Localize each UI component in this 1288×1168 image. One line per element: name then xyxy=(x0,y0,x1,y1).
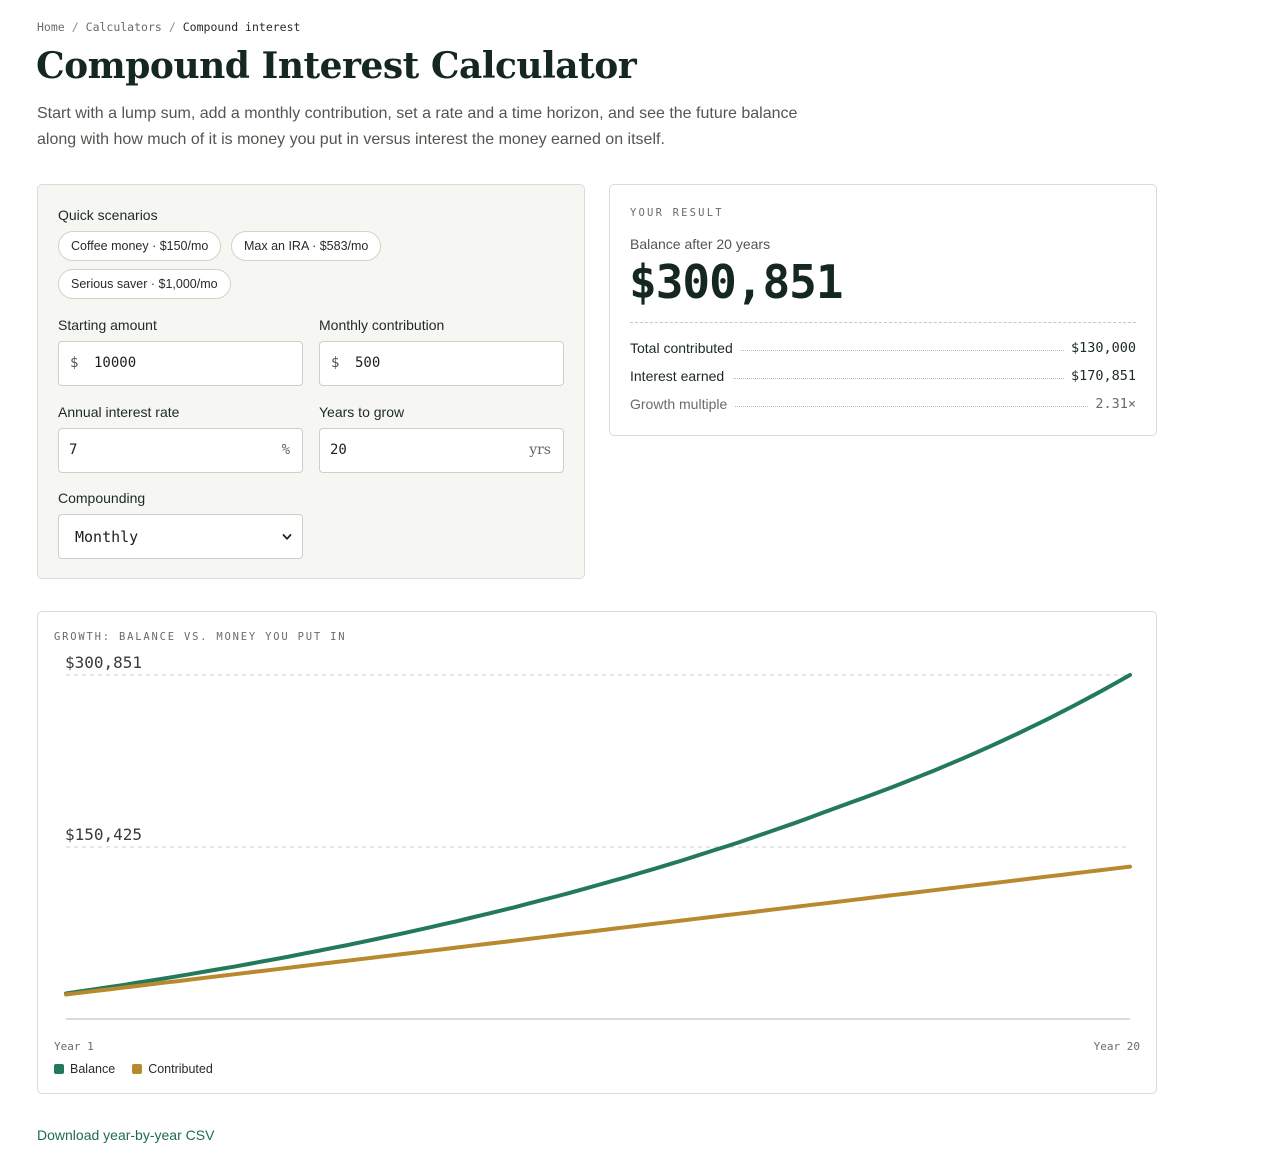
starting-amount-label: Starting amount xyxy=(58,317,157,333)
legend-item-balance: Balance xyxy=(54,1062,115,1076)
chart-title: GROWTH: BALANCE VS. MONEY YOU PUT IN xyxy=(54,631,347,643)
legend-swatch-contributed xyxy=(132,1064,143,1074)
result-row-growth-multiple: Growth multiple 2.31× xyxy=(630,396,1136,416)
interest-rate-value: 7 xyxy=(69,442,78,458)
compounding-label: Compounding xyxy=(58,490,146,506)
dollar-prefix: $ xyxy=(70,355,79,371)
page-title: Compound Interest Calculator xyxy=(36,45,637,87)
breadcrumb-separator: / xyxy=(71,20,79,34)
result-row-value: $170,851 xyxy=(1064,368,1136,384)
calculator-form: Quick scenarios Coffee money · $150/mo M… xyxy=(37,184,585,579)
result-eyebrow: YOUR RESULT xyxy=(630,207,724,219)
years-suffix: yrs xyxy=(529,442,551,458)
result-balance: $300,851 xyxy=(629,255,844,309)
scenario-coffee-money-chip[interactable]: Coffee money · $150/mo xyxy=(58,231,222,261)
page-intro: Start with a lump sum, add a monthly con… xyxy=(37,105,798,148)
compounding-value: Monthly xyxy=(75,528,139,546)
result-subtitle: Balance after 20 years xyxy=(630,236,771,252)
leader-dots xyxy=(630,406,1136,407)
result-row-label: Growth multiple xyxy=(630,396,736,412)
legend-label-contributed: Contributed xyxy=(148,1062,213,1076)
compounding-select[interactable]: Monthly xyxy=(58,514,303,559)
x-tick-label-start: Year 1 xyxy=(54,1040,94,1053)
interest-rate-input[interactable]: 7 % xyxy=(58,428,303,473)
series-line-contributed xyxy=(64,864,1132,997)
legend-swatch-balance xyxy=(54,1064,64,1074)
starting-amount-value: 10000 xyxy=(94,355,137,371)
leader-dots xyxy=(630,378,1136,379)
series-line-balance xyxy=(64,673,1132,996)
result-row-value: 2.31× xyxy=(1089,396,1136,412)
x-tick-label-end: Year 20 xyxy=(1094,1040,1140,1053)
monthly-contribution-value: 500 xyxy=(355,355,381,371)
breadcrumb-home[interactable]: Home xyxy=(37,20,65,34)
monthly-contribution-input[interactable]: $ 500 xyxy=(319,341,564,386)
breadcrumb-current: Compound interest xyxy=(182,20,301,34)
growth-chart: GROWTH: BALANCE VS. MONEY YOU PUT IN $30… xyxy=(37,611,1157,1094)
scenario-serious-saver-chip[interactable]: Serious saver · $1,000/mo xyxy=(58,269,231,299)
result-card: YOUR RESULT Balance after 20 years $300,… xyxy=(609,184,1157,436)
starting-amount-input[interactable]: $ 10000 xyxy=(58,341,303,386)
legend-item-contributed: Contributed xyxy=(132,1062,213,1076)
download-csv-link[interactable]: Download year-by-year CSV xyxy=(37,1127,215,1143)
scenario-max-ira-chip[interactable]: Max an IRA · $583/mo xyxy=(231,231,382,261)
growth-chart-svg: $300,851 $150,425 Year 1 Year 20 xyxy=(54,653,1140,1053)
result-row-label: Total contributed xyxy=(630,340,741,356)
dollar-prefix: $ xyxy=(331,355,340,371)
result-row-value: $130,000 xyxy=(1064,340,1136,356)
result-row-interest-earned: Interest earned $170,851 xyxy=(630,368,1136,388)
breadcrumb-calculators[interactable]: Calculators xyxy=(85,20,162,34)
result-divider xyxy=(630,322,1136,323)
leader-dots xyxy=(630,350,1136,351)
breadcrumb: Home / Calculators / Compound interest xyxy=(37,20,300,34)
interest-rate-label: Annual interest rate xyxy=(58,404,180,420)
y-tick-label-mid: $150,425 xyxy=(65,825,142,844)
years-value: 20 xyxy=(330,442,347,458)
y-tick-label-max: $300,851 xyxy=(65,653,142,672)
scenarios-label: Quick scenarios xyxy=(58,207,158,223)
breadcrumb-separator: / xyxy=(168,20,176,34)
chevron-down-icon xyxy=(282,534,292,540)
result-row-total-contributed: Total contributed $130,000 xyxy=(630,340,1136,360)
years-label: Years to grow xyxy=(319,404,405,420)
chart-legend: Balance Contributed xyxy=(54,1062,230,1076)
years-input[interactable]: 20 yrs xyxy=(319,428,564,473)
legend-label-balance: Balance xyxy=(70,1062,116,1076)
percent-suffix: % xyxy=(281,442,290,458)
monthly-contribution-label: Monthly contribution xyxy=(319,317,445,333)
result-row-label: Interest earned xyxy=(630,368,733,384)
